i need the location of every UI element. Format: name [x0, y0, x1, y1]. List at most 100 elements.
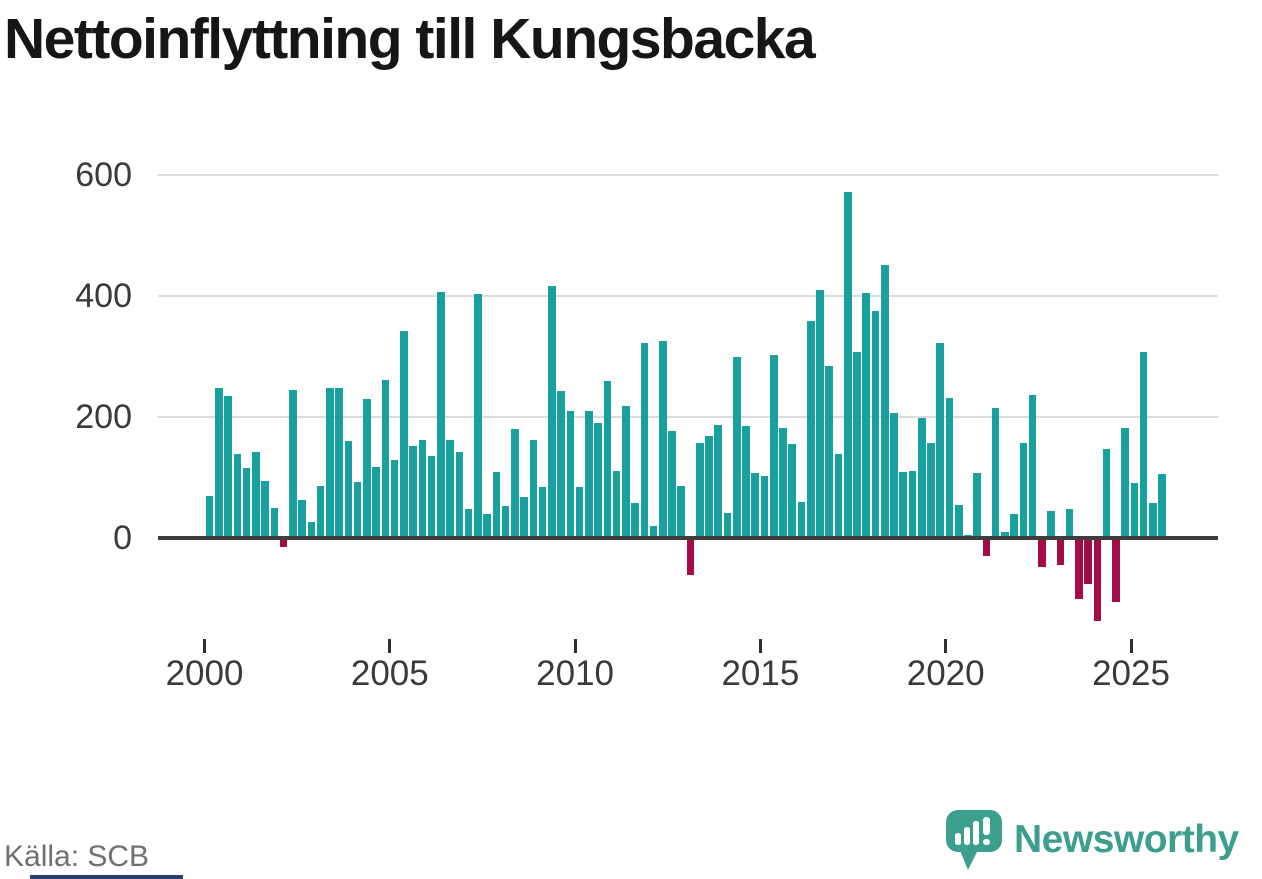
- bar: [714, 425, 723, 539]
- bar: [603, 381, 612, 539]
- bar: [853, 351, 861, 539]
- bar: [557, 391, 565, 539]
- bar: [205, 495, 214, 539]
- bar: [363, 399, 371, 539]
- newsworthy-branding: Newsworthy: [946, 810, 1239, 872]
- bar: [575, 487, 584, 539]
- bar: [1093, 538, 1102, 622]
- bar: [1149, 503, 1157, 539]
- y-axis-label-600: 600: [75, 155, 132, 194]
- bar: [686, 538, 695, 575]
- bar: [991, 408, 1000, 539]
- bar: [511, 429, 519, 539]
- source-note: Källa: SCB: [4, 840, 150, 873]
- bar: [936, 342, 944, 539]
- bar: [307, 521, 316, 539]
- bar: [1028, 395, 1037, 539]
- bar: [908, 471, 917, 539]
- bar: [418, 439, 427, 539]
- x-axis-label-2015: 2015: [721, 654, 800, 693]
- bar: [945, 397, 954, 539]
- bar: [335, 388, 343, 539]
- bar: [612, 471, 621, 539]
- y-axis-label-400: 400: [75, 277, 132, 316]
- bar: [705, 435, 713, 539]
- x-axis-tick: [573, 639, 577, 653]
- x-axis-label-2025: 2025: [1092, 654, 1170, 693]
- bar: [538, 486, 547, 539]
- bar: [261, 481, 269, 539]
- bottom-strip: [30, 875, 183, 879]
- bar: [1102, 449, 1111, 539]
- chart-title: Nettoinflyttning till Kungsbacka: [4, 7, 816, 71]
- bar: [594, 423, 602, 539]
- bar: [871, 310, 880, 539]
- gridline-600: [158, 173, 1218, 176]
- bar: [1038, 538, 1046, 568]
- bar: [242, 468, 251, 539]
- bar: [520, 496, 528, 539]
- bar: [381, 380, 390, 539]
- bar: [788, 444, 797, 539]
- bar: [927, 442, 935, 539]
- bar: [806, 321, 815, 539]
- x-axis-line: [158, 536, 1218, 541]
- bar: [954, 504, 963, 539]
- bar: [1130, 483, 1139, 539]
- bar: [455, 451, 464, 539]
- bar: [233, 454, 242, 539]
- bar: [1075, 538, 1083, 599]
- bar: [270, 508, 279, 539]
- bar: [723, 512, 732, 539]
- gridline-200: [158, 416, 1218, 419]
- gridline-400: [158, 295, 1218, 298]
- x-axis-tick: [388, 639, 392, 653]
- bar: [344, 440, 353, 539]
- x-axis-label-2000: 2000: [165, 654, 244, 693]
- x-axis-tick: [944, 639, 948, 653]
- bar: [1084, 538, 1092, 585]
- bar: [1019, 442, 1028, 539]
- bar: [779, 428, 787, 539]
- y-axis-label-200: 200: [75, 398, 132, 437]
- bar: [659, 341, 667, 539]
- bar: [760, 475, 769, 539]
- bar: [252, 451, 260, 539]
- bar: [797, 501, 806, 539]
- bar: [474, 294, 482, 539]
- bar: [353, 481, 362, 539]
- bar: [649, 525, 658, 539]
- bar: [890, 412, 898, 539]
- x-axis-tick: [758, 639, 762, 653]
- bar: [427, 455, 436, 539]
- bar: [622, 405, 630, 539]
- bar: [316, 485, 325, 539]
- bar: [1047, 511, 1055, 539]
- bar: [400, 331, 408, 539]
- bar: [437, 291, 445, 539]
- bar: [409, 446, 417, 539]
- bar: [501, 506, 510, 539]
- bar: [483, 514, 491, 539]
- bar: [825, 365, 834, 539]
- bar: [1158, 474, 1166, 539]
- bar: [326, 388, 334, 539]
- bar: [298, 500, 306, 539]
- bar: [1056, 538, 1065, 565]
- bar: [279, 538, 288, 547]
- bar: [732, 357, 741, 539]
- bar: [529, 440, 538, 539]
- x-axis-label-2010: 2010: [536, 654, 615, 693]
- bar: [769, 354, 778, 539]
- y-axis-label-0: 0: [113, 519, 132, 558]
- bar: [640, 343, 649, 539]
- bar: [372, 467, 380, 539]
- x-axis-label-2020: 2020: [906, 654, 985, 693]
- bar: [880, 264, 889, 539]
- bar: [751, 472, 760, 539]
- bar: [390, 460, 399, 539]
- bar: [973, 472, 981, 539]
- bar: [668, 431, 676, 539]
